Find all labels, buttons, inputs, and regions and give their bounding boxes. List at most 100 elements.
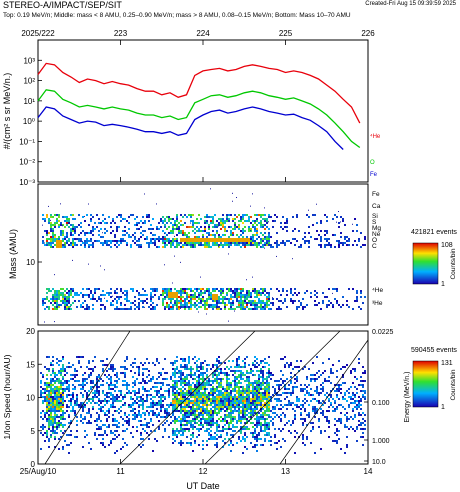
mass-heat-cell: [190, 288, 192, 290]
mass-heat-cell: [328, 300, 330, 302]
speed-heat-cell: [316, 410, 318, 412]
speed-heat-cell: [56, 396, 58, 398]
speed-heat-cell: [206, 404, 208, 406]
mass-scatter-dot: [228, 253, 229, 255]
mass-scatter-dot: [198, 311, 199, 313]
speed-heat-cell: [284, 380, 286, 382]
mass-heat-cell: [110, 292, 112, 294]
speed-heat-cell: [360, 436, 362, 438]
speed-heat-cell: [204, 402, 206, 404]
speed-heat-cell: [158, 428, 160, 430]
speed-heat-cell: [350, 426, 352, 428]
speed-heat-cell: [218, 360, 220, 362]
speed-heat-cell: [200, 386, 202, 388]
speed-heat-cell: [168, 406, 170, 408]
speed-heat-cell: [254, 398, 256, 400]
mass-heat-cell: [66, 240, 68, 242]
speed-heat-cell: [340, 418, 342, 420]
speed-heat-cell: [142, 428, 144, 430]
mass-heat-cell: [332, 234, 334, 236]
speed-heat-cell: [216, 414, 218, 416]
speed-heat-cell: [280, 418, 282, 420]
speed-heat-cell: [266, 400, 268, 402]
speed-heat-cell: [176, 430, 178, 432]
speed-heat-cell: [66, 396, 68, 398]
speed-heat-cell: [54, 400, 56, 402]
mass-heat-cell: [110, 222, 112, 224]
mass-heat-cell: [188, 288, 190, 290]
mass-scatter-dot: [104, 297, 105, 299]
mass-heat-cell: [322, 292, 324, 294]
mass-heat-cell: [102, 214, 104, 216]
mass-heat-cell: [66, 234, 68, 236]
speed-heat-cell: [108, 410, 110, 412]
legend-o: O: [370, 160, 375, 166]
mass-heat-cell: [148, 220, 150, 222]
speed-heat-cell: [182, 392, 184, 394]
mass-heat-cell: [356, 292, 358, 294]
speed-heat-cell: [198, 444, 200, 446]
speed-heat-cell: [288, 392, 290, 394]
speed-heat-cell: [98, 426, 100, 428]
speed-heat-cell: [188, 382, 190, 384]
speed-heat-cell: [104, 404, 106, 406]
speed-heat-cell: [230, 412, 232, 414]
speed-heat-cell: [320, 412, 322, 414]
speed-heat-cell: [56, 428, 58, 430]
mass-heat-cell: [224, 222, 226, 224]
mass-heat-cell: [158, 296, 160, 298]
mass-heat-cell: [66, 300, 68, 302]
mass-heat-cell: [70, 230, 72, 232]
speed-heat-cell: [196, 406, 198, 408]
speed-heat-cell: [60, 388, 62, 390]
species-label: Mg: [372, 225, 381, 232]
speed-heat-cell: [322, 412, 324, 414]
speed-heat-cell: [254, 386, 256, 388]
speed-heat-cell: [178, 372, 180, 374]
speed-heat-cell: [62, 446, 64, 448]
mass-heat-cell: [250, 242, 252, 244]
speed-heat-cell: [140, 432, 142, 434]
mass-heat-cell: [114, 244, 116, 246]
mass-heat-cell: [154, 308, 156, 310]
speed-heat-cell: [50, 374, 52, 376]
mass-scatter-dot: [50, 219, 51, 221]
speed-heat-cell: [354, 402, 356, 404]
mass-heat-cell: [252, 304, 254, 306]
speed-heat-cell: [310, 422, 312, 424]
mass-heat-cell: [238, 228, 240, 230]
mass-heat-cell: [184, 222, 186, 224]
speed-heat-cell: [182, 382, 184, 384]
mass-heat-cell: [250, 240, 252, 242]
speed-heat-cell: [214, 392, 216, 394]
speed-heat-cell: [96, 396, 98, 398]
speed-heat-cell: [266, 426, 268, 428]
mass-heat-cell: [128, 234, 130, 236]
mass-heat-cell: [326, 220, 328, 222]
speed-heat-cell: [224, 406, 226, 408]
mass-heat-cell: [212, 218, 214, 220]
mass-heat-cell: [186, 226, 188, 228]
speed-heat-cell: [118, 400, 120, 402]
speed-heat-cell: [120, 392, 122, 394]
mass-heat-cell: [198, 292, 200, 294]
mass-heat-cell: [224, 306, 226, 308]
mass-heat-cell: [230, 234, 232, 236]
mass-heat-cell: [190, 296, 192, 298]
mass-heat-cell: [222, 292, 224, 294]
flux-top-axis-label: 225: [279, 29, 293, 38]
speed-heat-cell: [50, 406, 52, 408]
mass-heat-cell: [190, 216, 192, 218]
mass-heat-cell: [150, 304, 152, 306]
speed-heat-cell: [50, 394, 52, 396]
speed-heat-cell: [268, 426, 270, 428]
mass-heat-cell: [204, 220, 206, 222]
speed-heat-cell: [214, 422, 216, 424]
mass-heat-cell: [110, 246, 112, 248]
mass-heat-cell: [296, 294, 298, 296]
mass-heat-cell: [222, 214, 224, 216]
mass-heat-cell: [348, 244, 350, 246]
mass-heat-cell: [276, 232, 278, 234]
speed-heat-cell: [240, 366, 242, 368]
mass-heat-cell: [106, 230, 108, 232]
